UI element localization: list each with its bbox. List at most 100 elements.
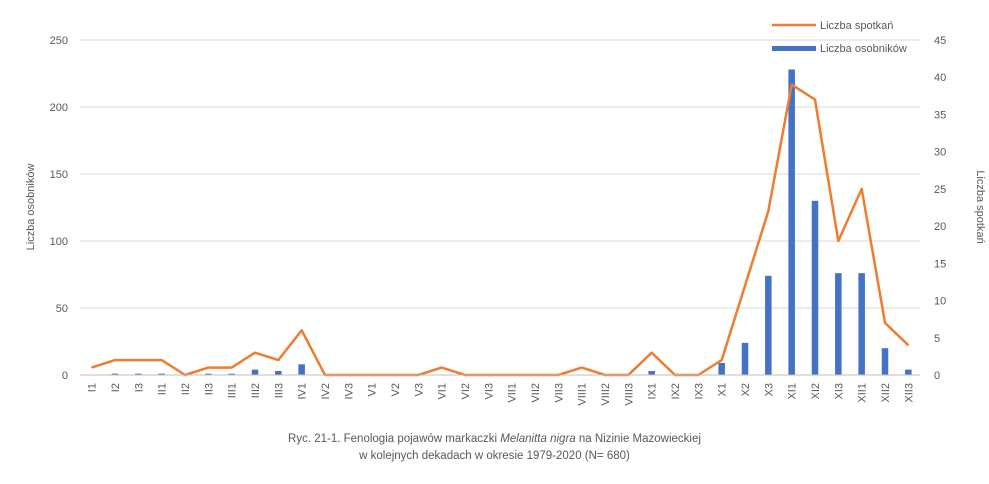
left-tick-label: 250 xyxy=(50,35,68,47)
bar xyxy=(741,342,749,375)
x-tick-label: XI3 xyxy=(833,383,845,400)
bar xyxy=(205,373,212,375)
line-series xyxy=(91,83,910,377)
line-point xyxy=(791,84,793,86)
right-tick-label: 10 xyxy=(934,296,946,308)
x-tick-label: II3 xyxy=(203,383,215,395)
line-point xyxy=(814,99,816,101)
x-tick-label: IX1 xyxy=(647,383,659,400)
bar xyxy=(881,348,889,375)
x-tick-label: V2 xyxy=(390,383,402,396)
bar xyxy=(811,200,819,375)
x-tick-label: I2 xyxy=(110,383,122,392)
right-tick-label: 40 xyxy=(934,72,946,84)
line-point xyxy=(861,188,863,190)
x-tick-label: XII1 xyxy=(857,383,869,403)
x-tick-label: VII3 xyxy=(553,383,565,403)
x-tick-label: VI1 xyxy=(437,383,449,400)
x-tick-label: I1 xyxy=(87,383,99,392)
right-tick-label: 0 xyxy=(934,370,940,382)
bar xyxy=(788,69,795,375)
x-tick-label: IX2 xyxy=(670,383,682,400)
bar xyxy=(135,373,142,375)
gridlines xyxy=(80,39,920,309)
line-point xyxy=(884,322,886,324)
x-tick-label: X3 xyxy=(763,383,775,396)
right-tick-label: 15 xyxy=(934,258,946,270)
line-point xyxy=(744,285,746,287)
x-tick-label: XII2 xyxy=(880,383,892,403)
x-tick-label: VIII1 xyxy=(577,383,589,406)
caption-prefix: Ryc. 21-1. Fenologia pojawów markaczki xyxy=(288,433,501,445)
line-point xyxy=(207,367,209,369)
x-tick-label: XII3 xyxy=(903,383,915,403)
right-tick-label: 5 xyxy=(934,333,940,345)
line-point xyxy=(721,359,723,361)
bar-series xyxy=(111,69,912,375)
bar xyxy=(111,373,119,375)
legend-label-line: Liczba spotkań xyxy=(820,20,893,32)
x-tick-label: VII2 xyxy=(530,383,542,403)
x-tick-label: III2 xyxy=(250,383,262,398)
x-tick-label: VI2 xyxy=(460,383,472,400)
x-tick-label: VIII3 xyxy=(623,383,635,406)
legend: Liczba spotkań Liczba osobników xyxy=(772,20,907,55)
x-tick-label: IV1 xyxy=(297,383,309,400)
line-point xyxy=(277,359,279,361)
caption-species: Melanitta nigra xyxy=(500,433,576,445)
bar xyxy=(648,370,655,375)
x-tick-label: II2 xyxy=(180,383,192,395)
left-tick-label: 150 xyxy=(50,169,68,181)
x-axis: I1 I2 I3 II1 II2 II3 III1 III2 III3 IV1 IV2 IV3 V1 V2… xyxy=(80,374,920,406)
legend-bar-swatch xyxy=(772,46,816,51)
x-tick-label: X1 xyxy=(717,383,729,396)
x-tick-label: X2 xyxy=(740,383,752,396)
caption-line-2: w kolejnych dekadach w okresie 1979-2020… xyxy=(359,450,630,462)
x-tick-label: VIII2 xyxy=(600,383,612,406)
x-tick-label: I3 xyxy=(133,383,145,392)
left-axis-title: Liczba osobników xyxy=(25,164,37,251)
x-tick-label: V1 xyxy=(367,383,379,396)
bar xyxy=(228,373,235,375)
line-point xyxy=(91,367,93,369)
x-tick-label: III3 xyxy=(273,383,285,398)
x-tick-label: IX3 xyxy=(693,383,705,400)
bar xyxy=(275,370,282,375)
right-axis: 0 5 10 15 20 25 30 35 40 45 xyxy=(934,35,946,382)
left-tick-label: 0 xyxy=(62,370,68,382)
line-point xyxy=(161,359,163,361)
line-point xyxy=(581,367,583,369)
line-point xyxy=(767,210,769,212)
bar xyxy=(765,275,772,375)
line-point xyxy=(441,367,443,369)
x-tick-label: VII1 xyxy=(507,383,519,403)
x-tick-label: IV3 xyxy=(343,383,355,400)
line-point xyxy=(137,359,139,361)
x-tick-label: XI1 xyxy=(787,383,799,400)
line-point xyxy=(114,359,116,361)
bar xyxy=(905,369,912,375)
bar xyxy=(158,373,165,375)
x-tick-label: IV2 xyxy=(320,383,332,400)
caption-line-1: Ryc. 21-1. Fenologia pojawów markaczki M… xyxy=(0,431,989,448)
line-path xyxy=(91,83,910,377)
left-tick-label: 100 xyxy=(50,236,68,248)
right-tick-label: 30 xyxy=(934,147,946,159)
legend-label-bar: Liczba osobników xyxy=(820,43,907,55)
left-tick-label: 50 xyxy=(56,303,68,315)
caption-suffix: na Nizinie Mazowieckiej xyxy=(575,433,701,445)
line-point xyxy=(301,329,303,331)
x-tick-label: III1 xyxy=(227,383,239,398)
line-point xyxy=(651,352,653,354)
line-point xyxy=(837,240,839,242)
figure-caption: Ryc. 21-1. Fenologia pojawów markaczki M… xyxy=(0,431,989,465)
right-tick-label: 45 xyxy=(934,35,946,47)
bar xyxy=(835,273,842,375)
bar xyxy=(298,364,305,375)
right-tick-label: 25 xyxy=(934,184,946,196)
right-tick-label: 20 xyxy=(934,221,946,233)
right-axis-title: Liczba spotkań xyxy=(974,170,986,243)
line-point xyxy=(254,352,256,354)
